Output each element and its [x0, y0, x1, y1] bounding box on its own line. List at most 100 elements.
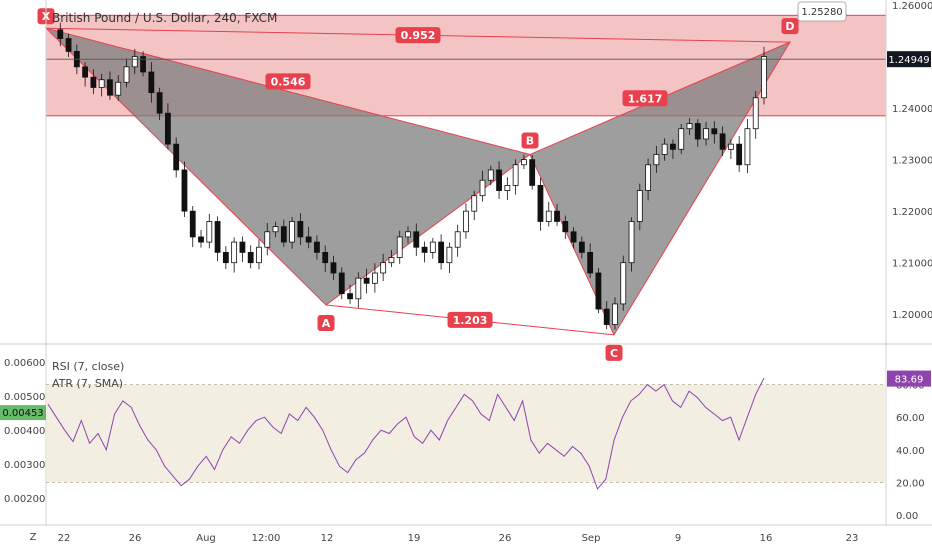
price-tick-label: 1.26000 [892, 1, 932, 12]
timezone-corner-label[interactable]: Z [30, 532, 37, 543]
candle-body [98, 79, 105, 88]
price-tick-label: 1.22000 [892, 207, 932, 218]
price-axis[interactable]: 1.26000 1.24000 1.23000 1.22000 1.21000 1.200… [892, 1, 932, 321]
candle-body [322, 251, 329, 264]
candle-body [140, 56, 146, 73]
candle-body [446, 246, 453, 264]
atr-tick-label: 0.00200 [4, 494, 45, 505]
rsi-tick-label: 20.00 [896, 478, 925, 489]
current-price-tag: 1.24949 [887, 51, 931, 68]
price-tick-label: 1.23000 [892, 156, 932, 167]
rsi-legend: RSI (7, close) [52, 360, 124, 373]
ratio-badge-3: 1.617 [622, 90, 668, 107]
chart-title: British Pound / U.S. Dollar, 240, FXCM [52, 11, 277, 25]
candle-body [123, 66, 130, 83]
candle-body [628, 221, 635, 264]
candle-body [173, 143, 180, 171]
candle-body [214, 221, 221, 253]
candle-body [670, 143, 676, 150]
candle-body [206, 221, 213, 243]
candle-body [338, 272, 345, 295]
time-tick-label: 12:00 [252, 533, 281, 544]
candle-body [636, 190, 643, 222]
time-tick-label: 9 [675, 533, 681, 544]
target-price-callout: 1.25280 [797, 1, 847, 22]
right-scale-area [887, 0, 932, 550]
candle-body [297, 221, 304, 238]
candle-body [256, 246, 262, 264]
candle-body [661, 143, 668, 155]
candle-body [761, 56, 767, 99]
time-tick-label: 12 [321, 533, 334, 544]
candle-body [454, 231, 461, 248]
candle-body [239, 241, 246, 253]
candle-body [438, 241, 445, 264]
pattern-point-a: A [317, 314, 335, 331]
candle-body [429, 241, 436, 253]
candle-body [570, 231, 577, 243]
candle-body [363, 277, 370, 284]
candle-body [371, 272, 378, 284]
candle-body [355, 277, 362, 300]
price-tick-label: 1.24000 [892, 104, 932, 115]
candle-body [521, 159, 527, 166]
candle-body [90, 76, 97, 88]
candle-body [405, 231, 411, 238]
rsi-tick-label: 0.00 [896, 511, 918, 522]
candle-body [463, 210, 469, 233]
oscillator-pane[interactable] [46, 377, 886, 490]
rsi-tick-label: 60.00 [896, 413, 925, 424]
candle-body [413, 231, 420, 248]
candle-body [727, 143, 734, 150]
candle-body [603, 308, 610, 325]
svg-text:D: D [785, 20, 794, 33]
svg-text:A: A [322, 317, 331, 330]
time-tick-label: 26 [499, 533, 512, 544]
candle-body [744, 128, 751, 166]
ratio-badge-1: 0.952 [395, 27, 441, 44]
candle-body [165, 112, 171, 145]
candle-body [305, 236, 312, 243]
atr-tick-label: 0.00300 [4, 460, 45, 471]
pattern-point-c: C [605, 344, 623, 361]
candle-body [247, 251, 254, 264]
left-scale-area [0, 0, 46, 550]
svg-text:1.203: 1.203 [453, 314, 488, 327]
svg-text:1.617: 1.617 [628, 92, 663, 105]
svg-text:0.00453: 0.00453 [2, 408, 43, 419]
time-axis[interactable]: 22 26 Aug 12:00 12 19 26 Sep 9 16 23 [58, 533, 859, 544]
candle-body [115, 81, 122, 96]
candle-body [380, 262, 387, 274]
ratio-badge-4: 1.203 [447, 311, 493, 328]
candle-body [752, 97, 759, 130]
svg-text:0.952: 0.952 [401, 29, 436, 42]
candle-body [57, 29, 64, 39]
candle-body [330, 262, 337, 274]
time-tick-label: 16 [760, 533, 773, 544]
ratio-badge-2: 0.546 [265, 73, 311, 90]
time-tick-label: 19 [408, 533, 421, 544]
price-tick-label: 1.21000 [892, 259, 932, 270]
candle-body [504, 184, 511, 191]
candle-body [280, 226, 287, 243]
candle-body [620, 262, 627, 305]
candle-body [198, 236, 204, 243]
candle-body [529, 159, 536, 186]
candle-body [131, 56, 138, 68]
rsi-line [47, 377, 765, 490]
candle-body [471, 195, 478, 212]
candle-body [612, 303, 618, 325]
time-tick-label: 22 [58, 533, 71, 544]
pattern-point-d: D [781, 18, 799, 35]
candle-body [289, 221, 295, 243]
atr-value-tag: 0.00453 [0, 405, 46, 421]
time-tick-label: 23 [846, 533, 859, 544]
candle-body [222, 251, 229, 264]
atr-tick-label: 0.00600 [4, 358, 45, 369]
candle-body [545, 210, 552, 222]
candle-body [396, 236, 403, 258]
candle-body [181, 169, 188, 212]
candle-body [314, 241, 320, 253]
